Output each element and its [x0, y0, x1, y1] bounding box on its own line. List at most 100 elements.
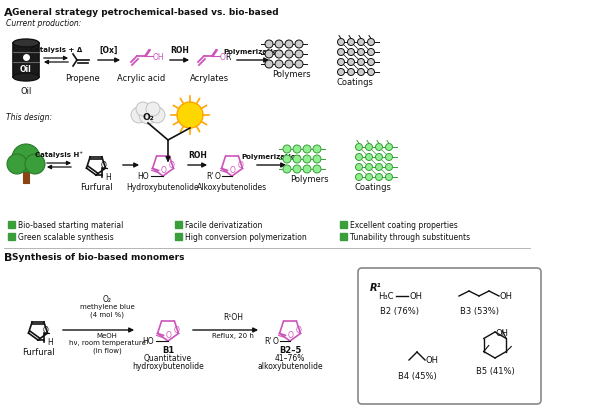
Text: General strategy petrochemical-based vs. bio-based: General strategy petrochemical-based vs.… [12, 8, 278, 17]
Text: Polymers: Polymers [272, 70, 310, 79]
Circle shape [365, 143, 373, 150]
Circle shape [358, 48, 365, 55]
Circle shape [358, 39, 365, 46]
Circle shape [355, 164, 362, 171]
Text: Furfural: Furfural [22, 348, 55, 357]
Text: Alkoxybutenolides: Alkoxybutenolides [197, 183, 267, 192]
Text: O₂: O₂ [142, 113, 154, 122]
Circle shape [12, 144, 40, 172]
Text: Polymerization: Polymerization [242, 154, 301, 160]
Text: R: R [225, 53, 230, 62]
Circle shape [295, 40, 303, 48]
Text: [Ox]: [Ox] [100, 46, 118, 55]
Text: OH: OH [500, 291, 513, 300]
Circle shape [177, 102, 203, 128]
Text: OH: OH [153, 53, 164, 62]
Circle shape [337, 39, 344, 46]
Circle shape [313, 145, 321, 153]
Text: B5 (41%): B5 (41%) [476, 367, 514, 376]
Circle shape [313, 155, 321, 163]
Text: This design:: This design: [6, 113, 52, 122]
Text: Oil: Oil [20, 87, 32, 96]
Circle shape [347, 69, 355, 76]
Text: O: O [287, 331, 293, 340]
Text: O: O [238, 161, 244, 170]
Text: O: O [161, 166, 166, 175]
Circle shape [367, 69, 374, 76]
Circle shape [367, 58, 374, 65]
Circle shape [295, 50, 303, 58]
Text: R': R' [206, 171, 214, 180]
Text: O: O [169, 161, 175, 170]
Text: Polymers: Polymers [290, 175, 328, 184]
Text: Catalysis + Δ: Catalysis + Δ [30, 47, 82, 53]
Circle shape [367, 39, 374, 46]
Bar [175, 233, 182, 240]
Circle shape [285, 40, 293, 48]
Circle shape [283, 145, 291, 153]
Circle shape [25, 154, 45, 174]
Text: Acrylic acid: Acrylic acid [117, 74, 165, 83]
Circle shape [303, 155, 311, 163]
Text: A: A [4, 8, 13, 18]
Circle shape [358, 69, 365, 76]
Circle shape [386, 143, 392, 150]
Bar [8, 233, 15, 240]
Text: B2–5: B2–5 [279, 346, 301, 355]
Text: O: O [173, 326, 179, 335]
Circle shape [293, 145, 301, 153]
Bar [340, 221, 347, 228]
Circle shape [337, 48, 344, 55]
Circle shape [376, 153, 383, 161]
Circle shape [355, 153, 362, 161]
Circle shape [275, 40, 283, 48]
Text: OH: OH [409, 291, 422, 300]
Text: Acrylates: Acrylates [190, 74, 230, 83]
Circle shape [376, 143, 383, 150]
Text: Excellent coating properties: Excellent coating properties [350, 221, 458, 230]
Text: MeOH: MeOH [97, 333, 118, 339]
Circle shape [337, 69, 344, 76]
Circle shape [295, 60, 303, 68]
Text: Polymerization: Polymerization [223, 49, 283, 55]
Text: ROH: ROH [188, 151, 207, 160]
Text: Oil: Oil [20, 65, 32, 74]
Bar [13, 43, 39, 77]
Circle shape [275, 50, 283, 58]
Text: Furfural: Furfural [80, 183, 112, 192]
Circle shape [376, 164, 383, 171]
Circle shape [337, 58, 344, 65]
Circle shape [355, 143, 362, 150]
Circle shape [365, 173, 373, 180]
Text: O: O [43, 326, 49, 335]
Circle shape [7, 154, 27, 174]
Text: Synthesis of bio-based monomers: Synthesis of bio-based monomers [12, 253, 185, 262]
Text: Current production:: Current production: [6, 19, 82, 28]
Ellipse shape [13, 39, 39, 47]
Circle shape [265, 40, 273, 48]
Circle shape [355, 173, 362, 180]
Circle shape [313, 165, 321, 173]
Text: HO: HO [142, 337, 154, 346]
Circle shape [131, 107, 147, 123]
Circle shape [139, 106, 157, 124]
Text: ROH: ROH [170, 46, 189, 55]
Circle shape [386, 164, 392, 171]
Text: Green scalable synthesis: Green scalable synthesis [18, 233, 114, 242]
Circle shape [275, 60, 283, 68]
Text: H₃C: H₃C [379, 291, 394, 300]
Circle shape [367, 48, 374, 55]
Text: OH: OH [426, 356, 439, 365]
Circle shape [386, 153, 392, 161]
Circle shape [285, 60, 293, 68]
Circle shape [283, 165, 291, 173]
Text: B3 (53%): B3 (53%) [460, 307, 499, 316]
Text: Coatings: Coatings [337, 78, 373, 87]
Text: hydroxybutenolide: hydroxybutenolide [132, 362, 204, 371]
Text: OH: OH [496, 328, 509, 337]
Circle shape [347, 48, 355, 55]
Text: methylene blue: methylene blue [80, 304, 134, 310]
Circle shape [347, 58, 355, 65]
Text: B2 (76%): B2 (76%) [380, 307, 419, 316]
Text: O: O [215, 171, 221, 180]
